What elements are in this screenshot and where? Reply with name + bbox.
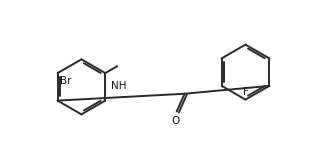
- Text: NH: NH: [111, 81, 127, 91]
- Text: O: O: [172, 116, 180, 126]
- Text: F: F: [242, 87, 249, 97]
- Text: Br: Br: [60, 76, 71, 86]
